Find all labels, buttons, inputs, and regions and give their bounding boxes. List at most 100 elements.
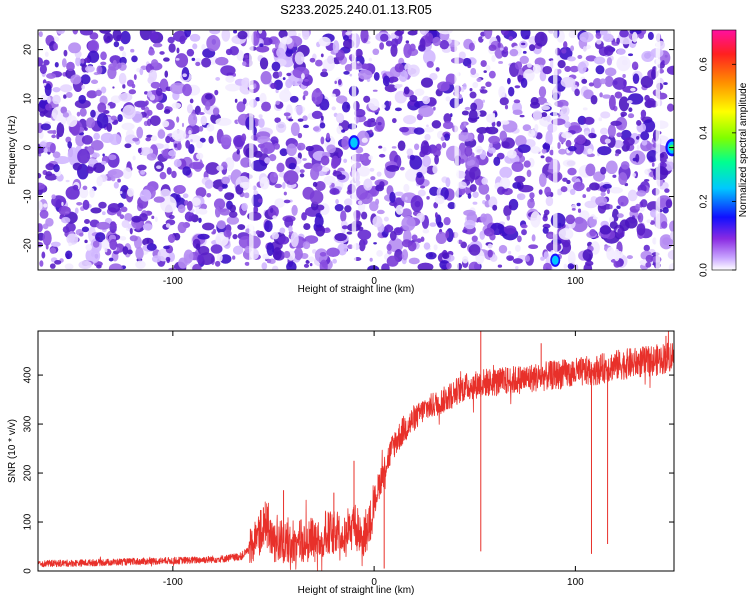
spectrogram-cell <box>138 213 148 222</box>
spectrogram-cell <box>95 236 100 241</box>
spectrogram-cell <box>280 36 293 45</box>
spectrogram-cell <box>260 70 272 85</box>
spectrogram-cell <box>464 106 471 111</box>
spectrogram-cell <box>437 30 453 35</box>
spectrogram-cell <box>608 94 616 111</box>
spectrogram-cell <box>85 65 95 73</box>
spectrogram-cell <box>605 160 618 175</box>
spectrogram-cell <box>85 244 93 251</box>
spectrogram-cell <box>221 176 230 185</box>
spectrogram-cell <box>640 75 654 88</box>
spectrogram-cell <box>253 205 259 214</box>
spectrogram-cell <box>480 213 488 223</box>
spectrogram-cell <box>598 117 603 122</box>
spectrogram-cell <box>274 117 281 123</box>
spectrogram-cell <box>585 163 596 177</box>
spectrogram-cell <box>282 77 286 81</box>
spectrogram-cell <box>355 48 363 58</box>
spectrogram-cell <box>89 32 99 40</box>
spectrogram-cell <box>457 181 467 189</box>
spectrogram-cell <box>271 61 281 72</box>
spectrogram-cell <box>38 153 42 157</box>
spectrogram-cell <box>264 157 271 164</box>
spectrogram-cell <box>520 224 528 229</box>
spectrogram-cell <box>515 265 519 270</box>
spectrogram-cell <box>576 134 586 145</box>
spectrogram-cell <box>140 170 146 175</box>
spectrogram-cell <box>111 223 117 226</box>
spectrogram-cell <box>386 243 392 251</box>
spectrogram-cell <box>497 42 501 48</box>
spectrogram-cell <box>204 179 214 189</box>
spectrogram-cell <box>479 230 486 240</box>
spectrogram-cell <box>141 106 146 111</box>
spectrogram-cell <box>139 189 152 202</box>
spectrogram-cell <box>308 256 315 263</box>
spectrogram-cell <box>369 167 375 172</box>
spectrogram-cell <box>159 51 165 55</box>
spectrogram-cell <box>341 225 348 230</box>
spectrogram-cell <box>269 171 279 183</box>
spectrogram-cell <box>508 204 512 209</box>
spectrogram-cell <box>79 30 94 36</box>
spectrogram-cell <box>579 31 594 43</box>
spectrogram-cell <box>391 37 399 48</box>
spectrogram-cell <box>550 212 566 229</box>
spectrogram-cell <box>372 89 378 92</box>
snr-ytick-label: 300 <box>23 415 34 432</box>
spectrogram-cell <box>129 227 133 235</box>
spectrogram-cell <box>257 198 263 203</box>
spectrogram-cell <box>275 121 287 133</box>
spectrogram-cell <box>277 235 290 245</box>
spectrogram-cell <box>372 215 383 228</box>
spectrogram-cell <box>645 261 652 268</box>
spectrogram-cell <box>563 41 568 49</box>
spectrogram-cell <box>76 111 81 117</box>
spectrogram-cell <box>100 160 107 165</box>
spectrogram-cell <box>66 188 71 194</box>
spectrogram-cell <box>394 83 402 89</box>
spectrogram-cell <box>378 153 386 158</box>
spectrogram-cell <box>283 191 287 196</box>
spectrogram-cell <box>283 199 291 204</box>
colorbar-tick-label: 0.6 <box>699 57 710 71</box>
spectrogram-cell <box>72 30 78 35</box>
spectrogram-cell <box>202 222 215 231</box>
spectrogram-cell <box>38 57 44 67</box>
spectrogram-cell <box>515 135 527 147</box>
spectrogram-cell <box>356 61 360 64</box>
spectrogram-cell <box>294 247 303 261</box>
spectrogram-cell <box>175 58 180 61</box>
spectrogram-cell <box>478 36 484 43</box>
spectrogram-cell <box>503 46 508 53</box>
spectrogram-cell <box>258 30 263 34</box>
spectrogram-cell <box>218 186 223 192</box>
spectrogram-cell <box>532 64 541 74</box>
spectrogram-cell <box>173 159 182 168</box>
spectrogram-cell <box>422 228 430 234</box>
spectrogram-cell <box>530 101 541 109</box>
spectrogram-cell <box>39 64 47 75</box>
spectrogram-cell <box>188 130 192 135</box>
spectrogram-ytick-label: 0 <box>23 144 34 150</box>
spectrogram-cell <box>560 186 568 193</box>
spectrogram-cell <box>384 224 394 233</box>
spectrogram-cell <box>632 172 636 177</box>
spectrogram-cell <box>569 188 576 196</box>
spectrogram-cell <box>593 56 606 65</box>
spectrogram-cell <box>561 132 573 139</box>
spectrogram-cell <box>163 57 170 62</box>
spectrogram-cell <box>52 129 57 135</box>
spectrogram-cell <box>516 235 522 243</box>
spectrogram-cell <box>582 194 587 199</box>
spectrogram-cell <box>592 216 598 220</box>
spectrogram-cell <box>522 124 532 132</box>
spectrogram-cell <box>38 241 44 248</box>
spectrogram-cell <box>532 110 543 121</box>
spectrogram-cell <box>156 165 162 169</box>
spectrogram-cell <box>414 88 425 96</box>
spectrogram-cell <box>376 250 383 257</box>
spectrogram-cell <box>663 160 674 171</box>
spectrogram-cell <box>196 152 204 160</box>
spectrogram-cell <box>411 234 418 241</box>
